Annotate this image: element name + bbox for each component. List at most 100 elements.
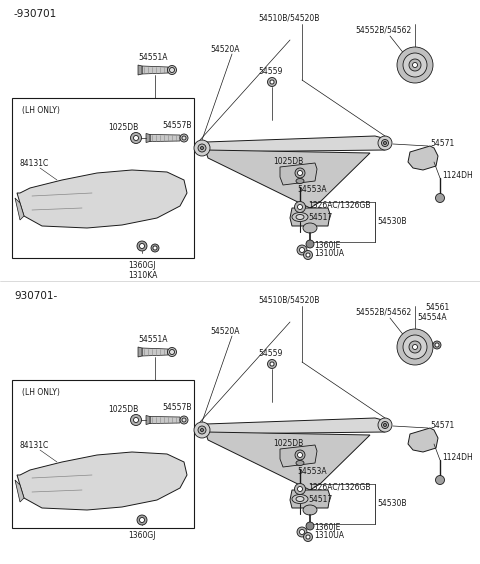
- Circle shape: [435, 475, 444, 484]
- Circle shape: [303, 250, 312, 259]
- Ellipse shape: [296, 496, 304, 501]
- Circle shape: [303, 532, 312, 541]
- Text: 1360JE: 1360JE: [314, 523, 340, 532]
- Circle shape: [295, 450, 305, 460]
- Circle shape: [267, 359, 276, 368]
- Circle shape: [409, 341, 421, 353]
- Text: 54510B/54520B: 54510B/54520B: [258, 296, 319, 305]
- Text: 54559: 54559: [258, 68, 282, 77]
- Text: 54530B: 54530B: [377, 218, 407, 227]
- Text: 54517: 54517: [308, 213, 332, 222]
- Circle shape: [403, 53, 427, 77]
- Polygon shape: [146, 134, 150, 143]
- Polygon shape: [408, 146, 438, 170]
- Ellipse shape: [168, 65, 177, 74]
- Text: 1124DH: 1124DH: [442, 453, 473, 462]
- Text: 1025DB: 1025DB: [108, 406, 138, 415]
- Ellipse shape: [201, 429, 204, 431]
- Circle shape: [306, 522, 314, 530]
- Circle shape: [153, 246, 157, 250]
- Text: 54551A: 54551A: [138, 54, 168, 63]
- Text: 1310UA: 1310UA: [314, 531, 344, 540]
- Circle shape: [137, 515, 147, 525]
- Bar: [12, 380, 194, 528]
- Text: 54510B/54520B: 54510B/54520B: [258, 14, 319, 23]
- Circle shape: [435, 343, 439, 347]
- Ellipse shape: [384, 424, 386, 426]
- Text: 54571: 54571: [430, 139, 454, 148]
- Text: 1025DB: 1025DB: [108, 124, 138, 133]
- Polygon shape: [206, 432, 370, 490]
- Ellipse shape: [201, 147, 204, 149]
- Text: 1310KA: 1310KA: [128, 271, 157, 280]
- Circle shape: [300, 248, 304, 253]
- Text: 1360GJ: 1360GJ: [128, 262, 156, 271]
- Text: 1310UA: 1310UA: [314, 249, 344, 258]
- Circle shape: [267, 77, 276, 86]
- Circle shape: [270, 362, 274, 366]
- Polygon shape: [280, 445, 317, 467]
- Polygon shape: [15, 480, 24, 502]
- Polygon shape: [15, 198, 24, 220]
- Ellipse shape: [182, 418, 186, 422]
- Circle shape: [295, 483, 305, 495]
- Circle shape: [306, 535, 310, 539]
- Circle shape: [298, 205, 302, 209]
- Ellipse shape: [303, 223, 317, 233]
- Text: 54517: 54517: [308, 495, 332, 504]
- Polygon shape: [138, 65, 142, 75]
- Text: 54553A: 54553A: [297, 184, 326, 193]
- Circle shape: [137, 241, 147, 251]
- Polygon shape: [142, 348, 168, 356]
- Ellipse shape: [180, 416, 188, 424]
- Ellipse shape: [198, 144, 206, 152]
- Text: 54530B: 54530B: [377, 500, 407, 509]
- Circle shape: [397, 47, 433, 83]
- Text: 54561: 54561: [425, 302, 449, 311]
- Ellipse shape: [382, 421, 388, 429]
- Text: 54557B: 54557B: [162, 121, 192, 130]
- Circle shape: [300, 530, 304, 535]
- Ellipse shape: [378, 136, 392, 150]
- Text: 1326AC/1326GB: 1326AC/1326GB: [308, 482, 371, 491]
- Circle shape: [397, 329, 433, 365]
- Circle shape: [306, 240, 314, 248]
- Polygon shape: [138, 347, 142, 357]
- Circle shape: [298, 487, 302, 491]
- Ellipse shape: [292, 213, 308, 222]
- Text: 54553A: 54553A: [297, 466, 326, 475]
- Circle shape: [133, 417, 139, 422]
- Ellipse shape: [382, 139, 388, 147]
- Text: 54552B/54562: 54552B/54562: [355, 25, 411, 34]
- Ellipse shape: [378, 418, 392, 432]
- Text: 54559: 54559: [258, 350, 282, 359]
- Circle shape: [298, 170, 302, 175]
- Circle shape: [140, 244, 144, 249]
- Circle shape: [295, 168, 305, 178]
- Ellipse shape: [194, 140, 210, 156]
- Ellipse shape: [169, 68, 175, 73]
- Ellipse shape: [194, 422, 210, 438]
- Text: 1124DH: 1124DH: [442, 171, 473, 180]
- Text: 84131C: 84131C: [20, 160, 49, 169]
- Circle shape: [435, 193, 444, 202]
- Circle shape: [298, 452, 302, 457]
- Ellipse shape: [296, 178, 304, 183]
- Circle shape: [270, 80, 274, 84]
- Text: 930701-: 930701-: [14, 291, 57, 301]
- Text: (LH ONLY): (LH ONLY): [22, 105, 60, 114]
- Text: 54520A: 54520A: [210, 46, 240, 55]
- Ellipse shape: [198, 426, 206, 434]
- Text: 1360JE: 1360JE: [314, 241, 340, 250]
- Text: 54552B/54562: 54552B/54562: [355, 307, 411, 316]
- Polygon shape: [17, 452, 187, 510]
- Polygon shape: [146, 416, 150, 425]
- Text: 54551A: 54551A: [138, 336, 168, 345]
- Text: 1025DB: 1025DB: [273, 156, 303, 165]
- Text: 54571: 54571: [430, 421, 454, 430]
- Polygon shape: [17, 170, 187, 228]
- Text: 54557B: 54557B: [162, 403, 192, 412]
- Circle shape: [133, 135, 139, 140]
- Polygon shape: [206, 136, 390, 152]
- Circle shape: [295, 201, 305, 213]
